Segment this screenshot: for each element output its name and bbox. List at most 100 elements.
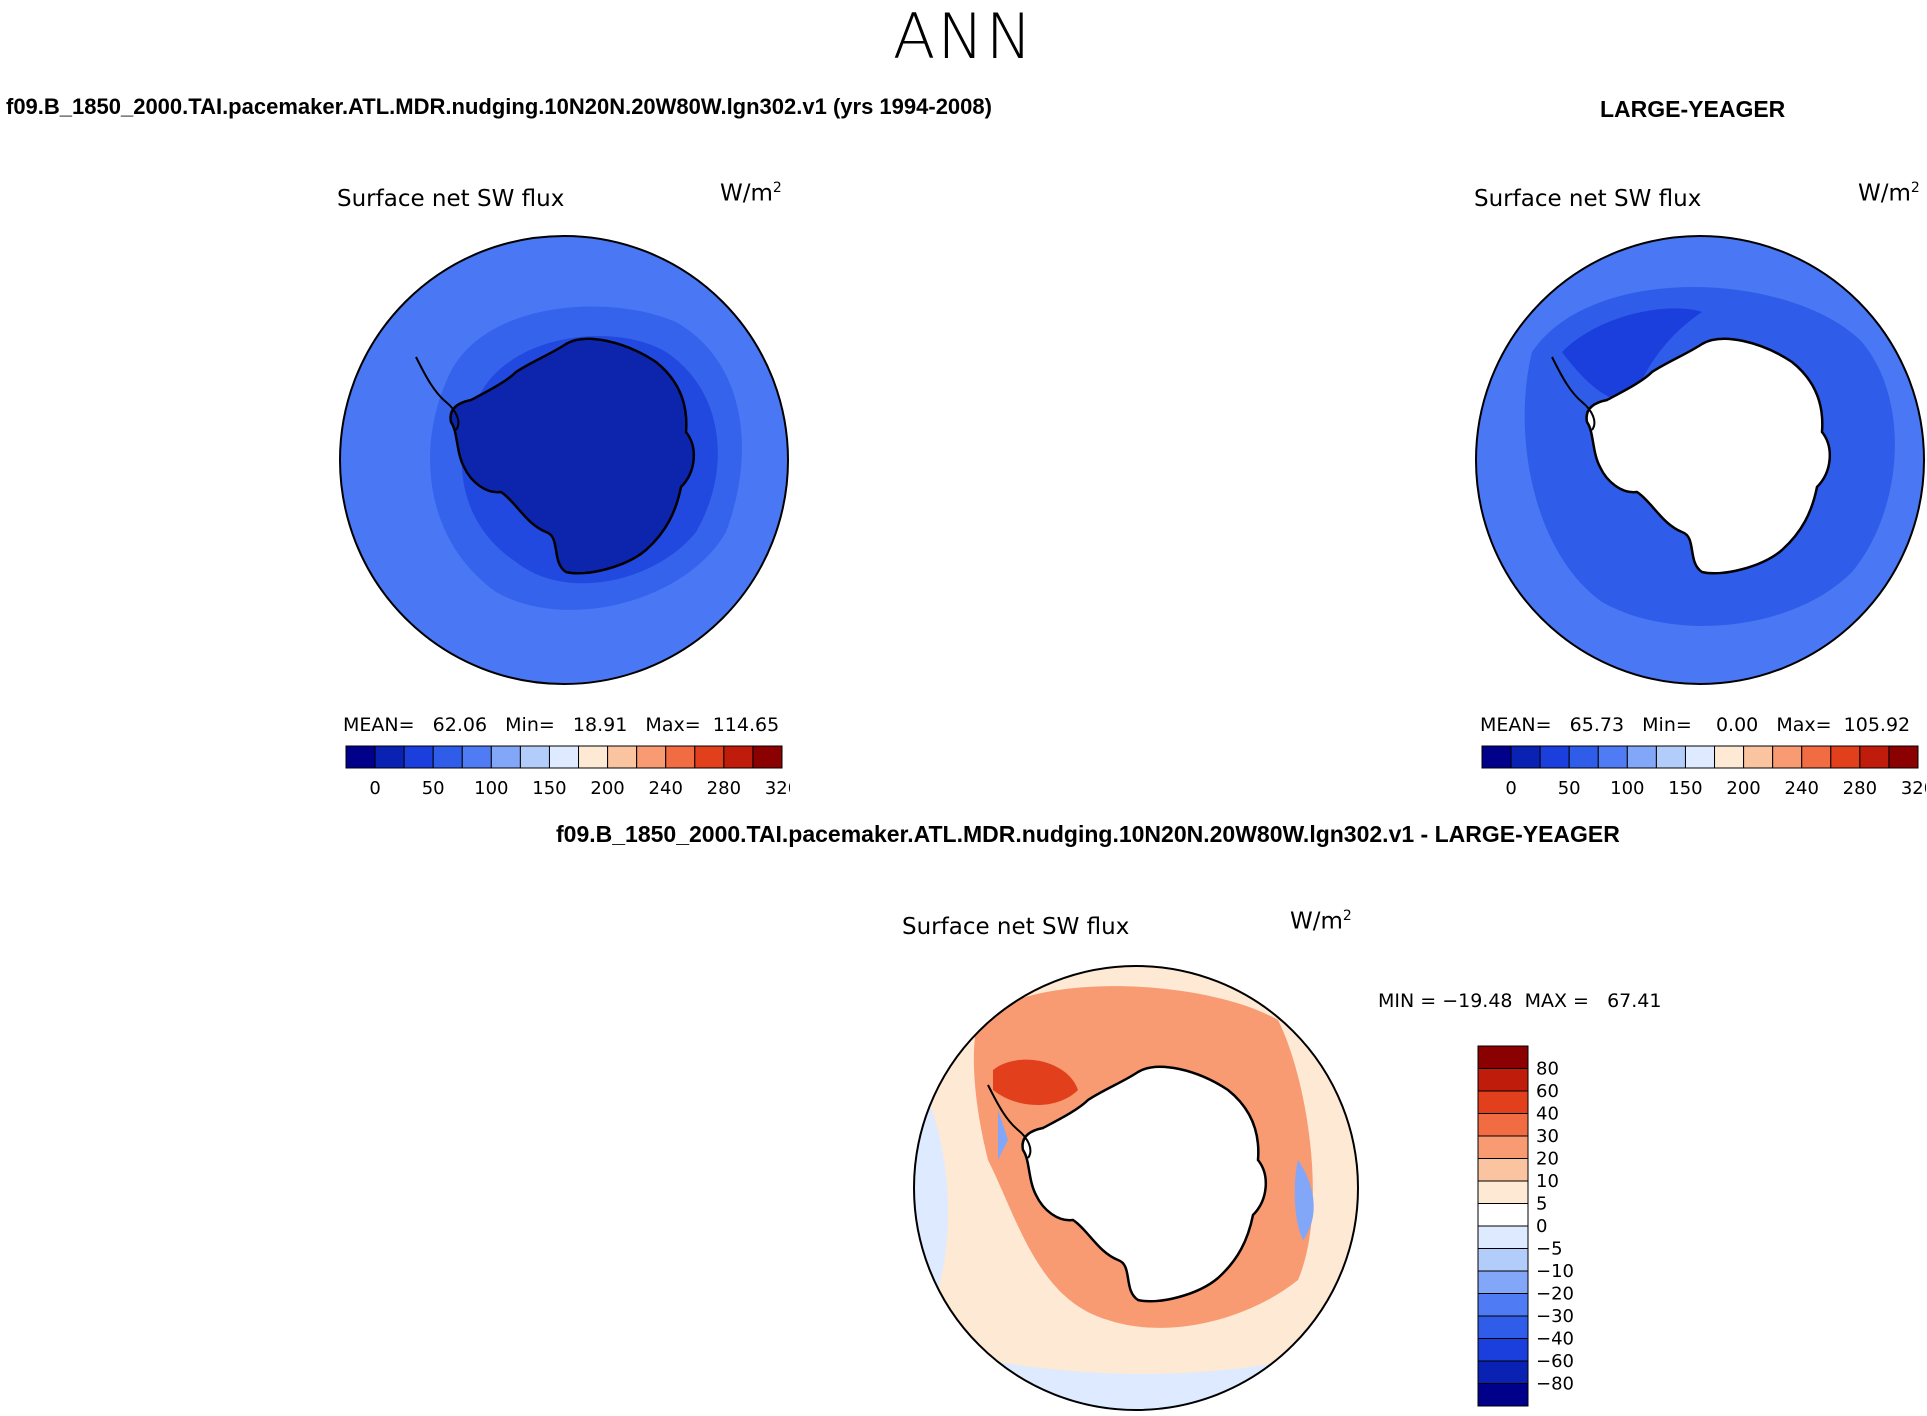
model-colorbar-swatch: [723, 745, 754, 769]
obs-colorbar-tick-label: 0: [1505, 778, 1516, 799]
diff-colorbar-swatch: [1477, 1090, 1529, 1114]
model-colorbar-swatch: [461, 745, 492, 769]
diff-colorbar-tick-label: 0: [1536, 1216, 1547, 1237]
diff-colorbar-tick-label: 80: [1536, 1059, 1559, 1080]
diff-field-cool-east: [1294, 1160, 1314, 1240]
obs-map: [1475, 235, 1925, 685]
model-colorbar-tick-label: 240: [649, 778, 683, 799]
model-colorbar-tick-label: 150: [532, 778, 566, 799]
obs-panel-label: Surface net SW flux: [1474, 186, 1702, 212]
diff-units: W/m2: [1290, 908, 1352, 935]
model-colorbar-swatch: [548, 745, 580, 769]
obs-colorbar-swatch: [1626, 745, 1657, 769]
diff-colorbar-tick-label: −5: [1536, 1239, 1563, 1260]
diff-colorbar-swatch: [1477, 1225, 1529, 1249]
diff-colorbar-swatch: [1477, 1158, 1529, 1182]
diff-colorbar-swatch: [1477, 1203, 1529, 1227]
model-map-border: [339, 235, 789, 685]
diff-field-cool: [998, 1110, 1008, 1160]
model-colorbar-tick-label: 100: [474, 778, 508, 799]
diff-antarctica: [1021, 1065, 1268, 1303]
diff-colorbar-swatch: [1477, 1045, 1529, 1069]
diff-colorbar-swatch: [1477, 1135, 1529, 1159]
diff-panel-label: Surface net SW flux: [902, 914, 1130, 940]
obs-field-dark: [1562, 308, 1702, 402]
model-colorbar-tick-label: 320: [765, 778, 790, 799]
model-colorbar-tick-label: 200: [590, 778, 624, 799]
diff-colorbar-tick-label: −20: [1536, 1284, 1574, 1305]
model-units: W/m2: [720, 180, 782, 207]
diff-colorbar-tick-label: 5: [1536, 1194, 1547, 1215]
model-colorbar-swatch: [374, 745, 405, 769]
model-colorbar-swatch: [490, 745, 521, 769]
model-colorbar-swatch: [432, 745, 463, 769]
obs-colorbar-swatch: [1859, 745, 1890, 769]
diff-stats: MIN = −19.48 MAX = 67.41: [1378, 990, 1662, 1012]
diff-colorbar-tick-label: 20: [1536, 1149, 1559, 1170]
diff-colorbar-tick-label: −10: [1536, 1261, 1574, 1282]
obs-colorbar-tick-label: 150: [1668, 778, 1702, 799]
model-colorbar-swatch: [694, 745, 725, 769]
diff-map: [913, 965, 1359, 1411]
obs-units: W/m2: [1858, 180, 1920, 207]
obs-colorbar-swatch: [1539, 745, 1570, 769]
diff-colorbar-tick-label: 40: [1536, 1104, 1559, 1125]
model-colorbar-swatch: [636, 745, 667, 769]
model-stats: MEAN= 62.06 Min= 18.91 Max= 114.65: [343, 714, 780, 736]
diff-colorbar-tick-label: −80: [1536, 1374, 1574, 1395]
diff-field-hot: [993, 1059, 1078, 1105]
obs-colorbar-swatch: [1510, 745, 1541, 769]
diff-colorbar-tick-label: 30: [1536, 1126, 1559, 1147]
model-colorbar-tick-label: 50: [422, 778, 445, 799]
diff-colorbar-swatch: [1477, 1338, 1529, 1362]
diff-colorbar-tick-label: 60: [1536, 1081, 1559, 1102]
model-colorbar-swatch: [607, 745, 638, 769]
diff-colorbar-swatch: [1477, 1315, 1529, 1339]
obs-colorbar-tick-label: 200: [1726, 778, 1760, 799]
model-colorbar-swatch: [665, 745, 696, 769]
diff-colorbar-swatch: [1477, 1383, 1529, 1407]
diff-colorbar-swatch: [1477, 1270, 1529, 1294]
diff-map-border: [913, 965, 1359, 1411]
obs-peninsula: [1551, 356, 1596, 431]
obs-colorbar-tick-label: 100: [1610, 778, 1644, 799]
obs-map-border: [1475, 235, 1925, 685]
diff-peninsula: [987, 1084, 1032, 1159]
obs-colorbar-swatch: [1772, 745, 1803, 769]
obs-stats: MEAN= 65.73 Min= 0.00 Max= 105.92: [1480, 714, 1911, 736]
obs-colorbar-swatch: [1830, 745, 1861, 769]
model-panel-label: Surface net SW flux: [337, 186, 565, 212]
model-colorbar-swatch: [345, 745, 376, 769]
model-colorbar-swatch: [752, 745, 783, 769]
obs-colorbar-swatch: [1655, 745, 1686, 769]
obs-colorbar-swatch: [1481, 745, 1512, 769]
model-colorbar: 0 50 100 150 200 240 280 320: [345, 745, 790, 799]
model-peninsula: [415, 356, 460, 431]
obs-colorbar: 0 50 100 150 200 240 280 320: [1481, 745, 1926, 799]
model-colorbar-tick-label: 0: [369, 778, 380, 799]
main-title: ANN: [892, 0, 1035, 73]
obs-colorbar-swatch: [1568, 745, 1599, 769]
diff-colorbar-tick-label: 10: [1536, 1171, 1559, 1192]
obs-colorbar-swatch: [1714, 745, 1745, 769]
diff-colorbar-swatch: [1477, 1113, 1529, 1137]
diff-colorbar-swatch: [1477, 1180, 1529, 1204]
diff-colorbar-swatch: [1477, 1068, 1529, 1092]
obs-colorbar-tick-label: 280: [1843, 778, 1877, 799]
diff-colorbar-swatch: [1477, 1360, 1529, 1384]
obs-colorbar-swatch: [1743, 745, 1774, 769]
obs-colorbar-swatch: [1888, 745, 1919, 769]
diff-colorbar-tick-label: −60: [1536, 1351, 1574, 1372]
model-colorbar-swatch: [578, 745, 609, 769]
diff-colorbar-swatch: [1477, 1293, 1529, 1317]
model-colorbar-swatch: [403, 745, 434, 769]
diff-colorbar-tick-label: −40: [1536, 1329, 1574, 1350]
obs-colorbar-tick-label: 50: [1558, 778, 1581, 799]
model-antarctica: [449, 337, 696, 575]
diff-title: f09.B_1850_2000.TAI.pacemaker.ATL.MDR.nu…: [556, 821, 1620, 847]
obs-colorbar-swatch: [1801, 745, 1832, 769]
obs-colorbar-swatch: [1684, 745, 1716, 769]
model-map: [339, 235, 789, 685]
obs-colorbar-tick-label: 240: [1785, 778, 1819, 799]
